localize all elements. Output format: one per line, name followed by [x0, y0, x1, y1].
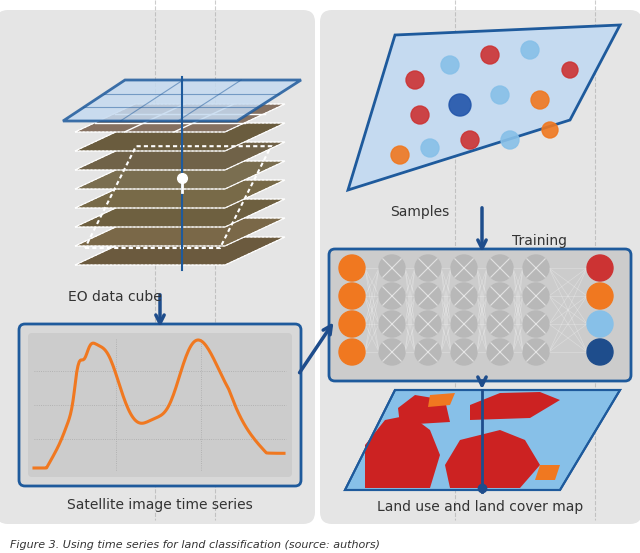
Text: Satellite image time series: Satellite image time series	[67, 498, 253, 512]
Circle shape	[339, 283, 365, 309]
Circle shape	[523, 255, 549, 281]
Circle shape	[587, 339, 613, 365]
Polygon shape	[63, 80, 301, 121]
Text: Training: Training	[513, 234, 568, 248]
Circle shape	[451, 283, 477, 309]
Circle shape	[481, 46, 499, 64]
Polygon shape	[75, 218, 285, 246]
Polygon shape	[535, 465, 560, 480]
Circle shape	[441, 56, 459, 74]
Polygon shape	[398, 395, 450, 425]
Circle shape	[379, 255, 405, 281]
Circle shape	[391, 146, 409, 164]
Circle shape	[411, 106, 429, 124]
Polygon shape	[75, 199, 285, 227]
Polygon shape	[365, 415, 440, 488]
FancyBboxPatch shape	[19, 324, 301, 486]
Polygon shape	[75, 104, 285, 132]
Text: Land use and land cover map: Land use and land cover map	[377, 500, 583, 514]
Circle shape	[379, 339, 405, 365]
Text: Samples: Samples	[390, 205, 449, 219]
Circle shape	[531, 91, 549, 109]
Polygon shape	[428, 393, 455, 407]
Circle shape	[491, 86, 509, 104]
Circle shape	[461, 131, 479, 149]
FancyBboxPatch shape	[0, 10, 315, 524]
Circle shape	[339, 311, 365, 337]
Circle shape	[487, 311, 513, 337]
Circle shape	[451, 311, 477, 337]
Circle shape	[339, 255, 365, 281]
Circle shape	[379, 311, 405, 337]
Circle shape	[587, 255, 613, 281]
Circle shape	[379, 283, 405, 309]
Polygon shape	[75, 142, 285, 170]
Circle shape	[487, 255, 513, 281]
Circle shape	[339, 339, 365, 365]
Circle shape	[587, 311, 613, 337]
Circle shape	[406, 71, 424, 89]
Circle shape	[451, 339, 477, 365]
Circle shape	[415, 255, 441, 281]
Polygon shape	[445, 430, 540, 488]
Circle shape	[587, 283, 613, 309]
Polygon shape	[75, 123, 285, 151]
Circle shape	[415, 339, 441, 365]
Circle shape	[542, 122, 558, 138]
Circle shape	[449, 94, 471, 116]
Polygon shape	[470, 392, 560, 420]
Circle shape	[523, 311, 549, 337]
Text: EO data cube: EO data cube	[68, 290, 162, 304]
Circle shape	[451, 255, 477, 281]
Polygon shape	[348, 25, 620, 190]
Circle shape	[415, 283, 441, 309]
Circle shape	[501, 131, 519, 149]
FancyBboxPatch shape	[320, 10, 640, 524]
Polygon shape	[75, 180, 285, 208]
Circle shape	[523, 339, 549, 365]
Circle shape	[421, 139, 439, 157]
Text: Figure 3. Using time series for land classification (source: authors): Figure 3. Using time series for land cla…	[10, 540, 380, 550]
Polygon shape	[345, 390, 620, 490]
Circle shape	[487, 339, 513, 365]
FancyBboxPatch shape	[329, 249, 631, 381]
Polygon shape	[75, 237, 285, 265]
Circle shape	[523, 283, 549, 309]
FancyBboxPatch shape	[28, 333, 292, 477]
Polygon shape	[75, 161, 285, 189]
Circle shape	[562, 62, 578, 78]
Circle shape	[521, 41, 539, 59]
Circle shape	[415, 311, 441, 337]
Circle shape	[487, 283, 513, 309]
